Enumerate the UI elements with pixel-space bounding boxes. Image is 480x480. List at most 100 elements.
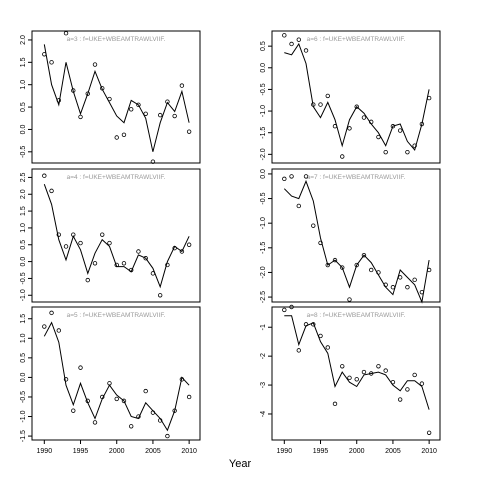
data-point: [383, 282, 388, 287]
data-point: [136, 249, 141, 254]
data-point: [303, 48, 309, 53]
data-point: [426, 267, 432, 273]
data-point: [56, 232, 61, 237]
data-point: [369, 119, 374, 125]
data-point: [347, 126, 352, 131]
data-point: [296, 37, 301, 42]
x-tick-label: 2010: [181, 448, 197, 455]
panel-label: a=7 : f=UKE+WBEAMTRAWLVIIF.: [307, 174, 406, 181]
x-tick-label: 1995: [73, 448, 89, 455]
y-tick-label: 0.5: [20, 240, 27, 250]
data-point: [412, 277, 417, 283]
y-tick-label: -2.0: [260, 148, 267, 160]
y-tick-label: -4: [260, 411, 267, 417]
data-point: [179, 83, 185, 88]
data-point: [340, 364, 345, 369]
data-point: [143, 111, 148, 116]
data-point: [397, 397, 403, 402]
y-tick-label: -0.5: [260, 192, 267, 204]
data-point: [347, 375, 352, 381]
fit-line: [43, 44, 190, 152]
data-point: [186, 129, 192, 134]
data-point: [390, 124, 396, 129]
data-point: [318, 240, 323, 246]
data-point: [107, 381, 112, 386]
data-point: [129, 107, 134, 112]
data-point: [390, 285, 396, 290]
y-tick-label: -1.5: [20, 430, 27, 442]
y-tick-label: -1.0: [260, 217, 267, 229]
data-point: [107, 96, 112, 102]
data-point: [419, 289, 425, 295]
data-point: [121, 132, 127, 138]
data-point: [419, 121, 425, 127]
data-point: [186, 394, 192, 400]
data-point: [282, 307, 287, 313]
data-point: [311, 223, 316, 228]
fit-line: [284, 315, 430, 410]
x-tick-label: 1990: [37, 448, 53, 455]
data-point: [354, 104, 359, 109]
data-point: [303, 174, 309, 179]
data-point: [405, 285, 410, 290]
y-tick-label: 0.0: [260, 169, 267, 179]
data-point: [186, 242, 192, 247]
data-point: [114, 262, 119, 268]
panel-6: -4 -3 -2 -1 1990 1995 2000 2005 2010 a=8 : f=UKE+…: [260, 304, 441, 455]
data-point: [405, 149, 410, 155]
y-tick-label: -1.0: [20, 410, 27, 422]
data-point: [172, 113, 177, 119]
panel-frame: [31, 30, 201, 164]
y-tick-label: -2.5: [260, 291, 267, 303]
fit-line: [43, 184, 190, 289]
panel-5: -1.5 -1.0 -0.5 0.0 0.5 1.0 1.5 1990 1995 2000 2005…: [20, 306, 201, 455]
y-tick-label: 0.0: [20, 124, 27, 134]
data-point: [63, 31, 69, 36]
data-point: [426, 430, 432, 435]
data-point: [92, 261, 98, 266]
panel-3: -1.0 -0.5 0.0 0.5 1.0 1.5 2.0 2.5 a=4 : f=UKE+WB…: [20, 168, 201, 303]
data-point: [296, 203, 301, 209]
data-point: [397, 128, 403, 133]
data-point: [318, 333, 323, 339]
x-tick-label: 1995: [313, 448, 329, 455]
x-tick-label: 2000: [109, 448, 125, 455]
data-point: [289, 174, 294, 179]
data-point: [165, 262, 170, 268]
data-point: [85, 398, 90, 404]
data-point: [179, 249, 185, 254]
data-point: [85, 91, 90, 96]
y-tick-label: -2.0: [260, 266, 267, 278]
data-point: [369, 371, 374, 376]
y-tick-label: -1.5: [260, 127, 267, 139]
y-tick-label: 1.0: [20, 333, 27, 343]
y-tick-label: -1: [260, 324, 267, 330]
data-point: [143, 388, 148, 394]
y-tick-label: 0.5: [20, 102, 27, 112]
data-point: [172, 245, 177, 251]
data-point: [100, 394, 105, 400]
y-tick-label: 1.5: [20, 57, 27, 67]
data-point: [42, 324, 47, 329]
y-tick-label: -0.5: [20, 146, 27, 158]
data-point: [376, 270, 381, 275]
y-tick-label: 1.0: [20, 80, 27, 90]
data-point: [282, 33, 287, 38]
panel-label: a=4 : f=UKE+WBEAMTRAWLVIIF.: [67, 174, 166, 181]
data-point: [383, 149, 388, 155]
data-point: [325, 262, 330, 268]
data-point: [347, 297, 352, 302]
data-point: [157, 112, 163, 118]
data-point: [289, 41, 294, 47]
data-point: [63, 244, 69, 249]
data-point: [296, 348, 301, 353]
data-point: [63, 377, 69, 382]
fit-line: [283, 179, 430, 304]
data-point: [325, 345, 330, 350]
y-tick-label: -1.0: [260, 105, 267, 117]
y-tick-label: -0.5: [20, 272, 27, 284]
data-point: [157, 418, 163, 423]
y-tick-label: 1.5: [20, 206, 27, 216]
data-point: [397, 275, 403, 280]
